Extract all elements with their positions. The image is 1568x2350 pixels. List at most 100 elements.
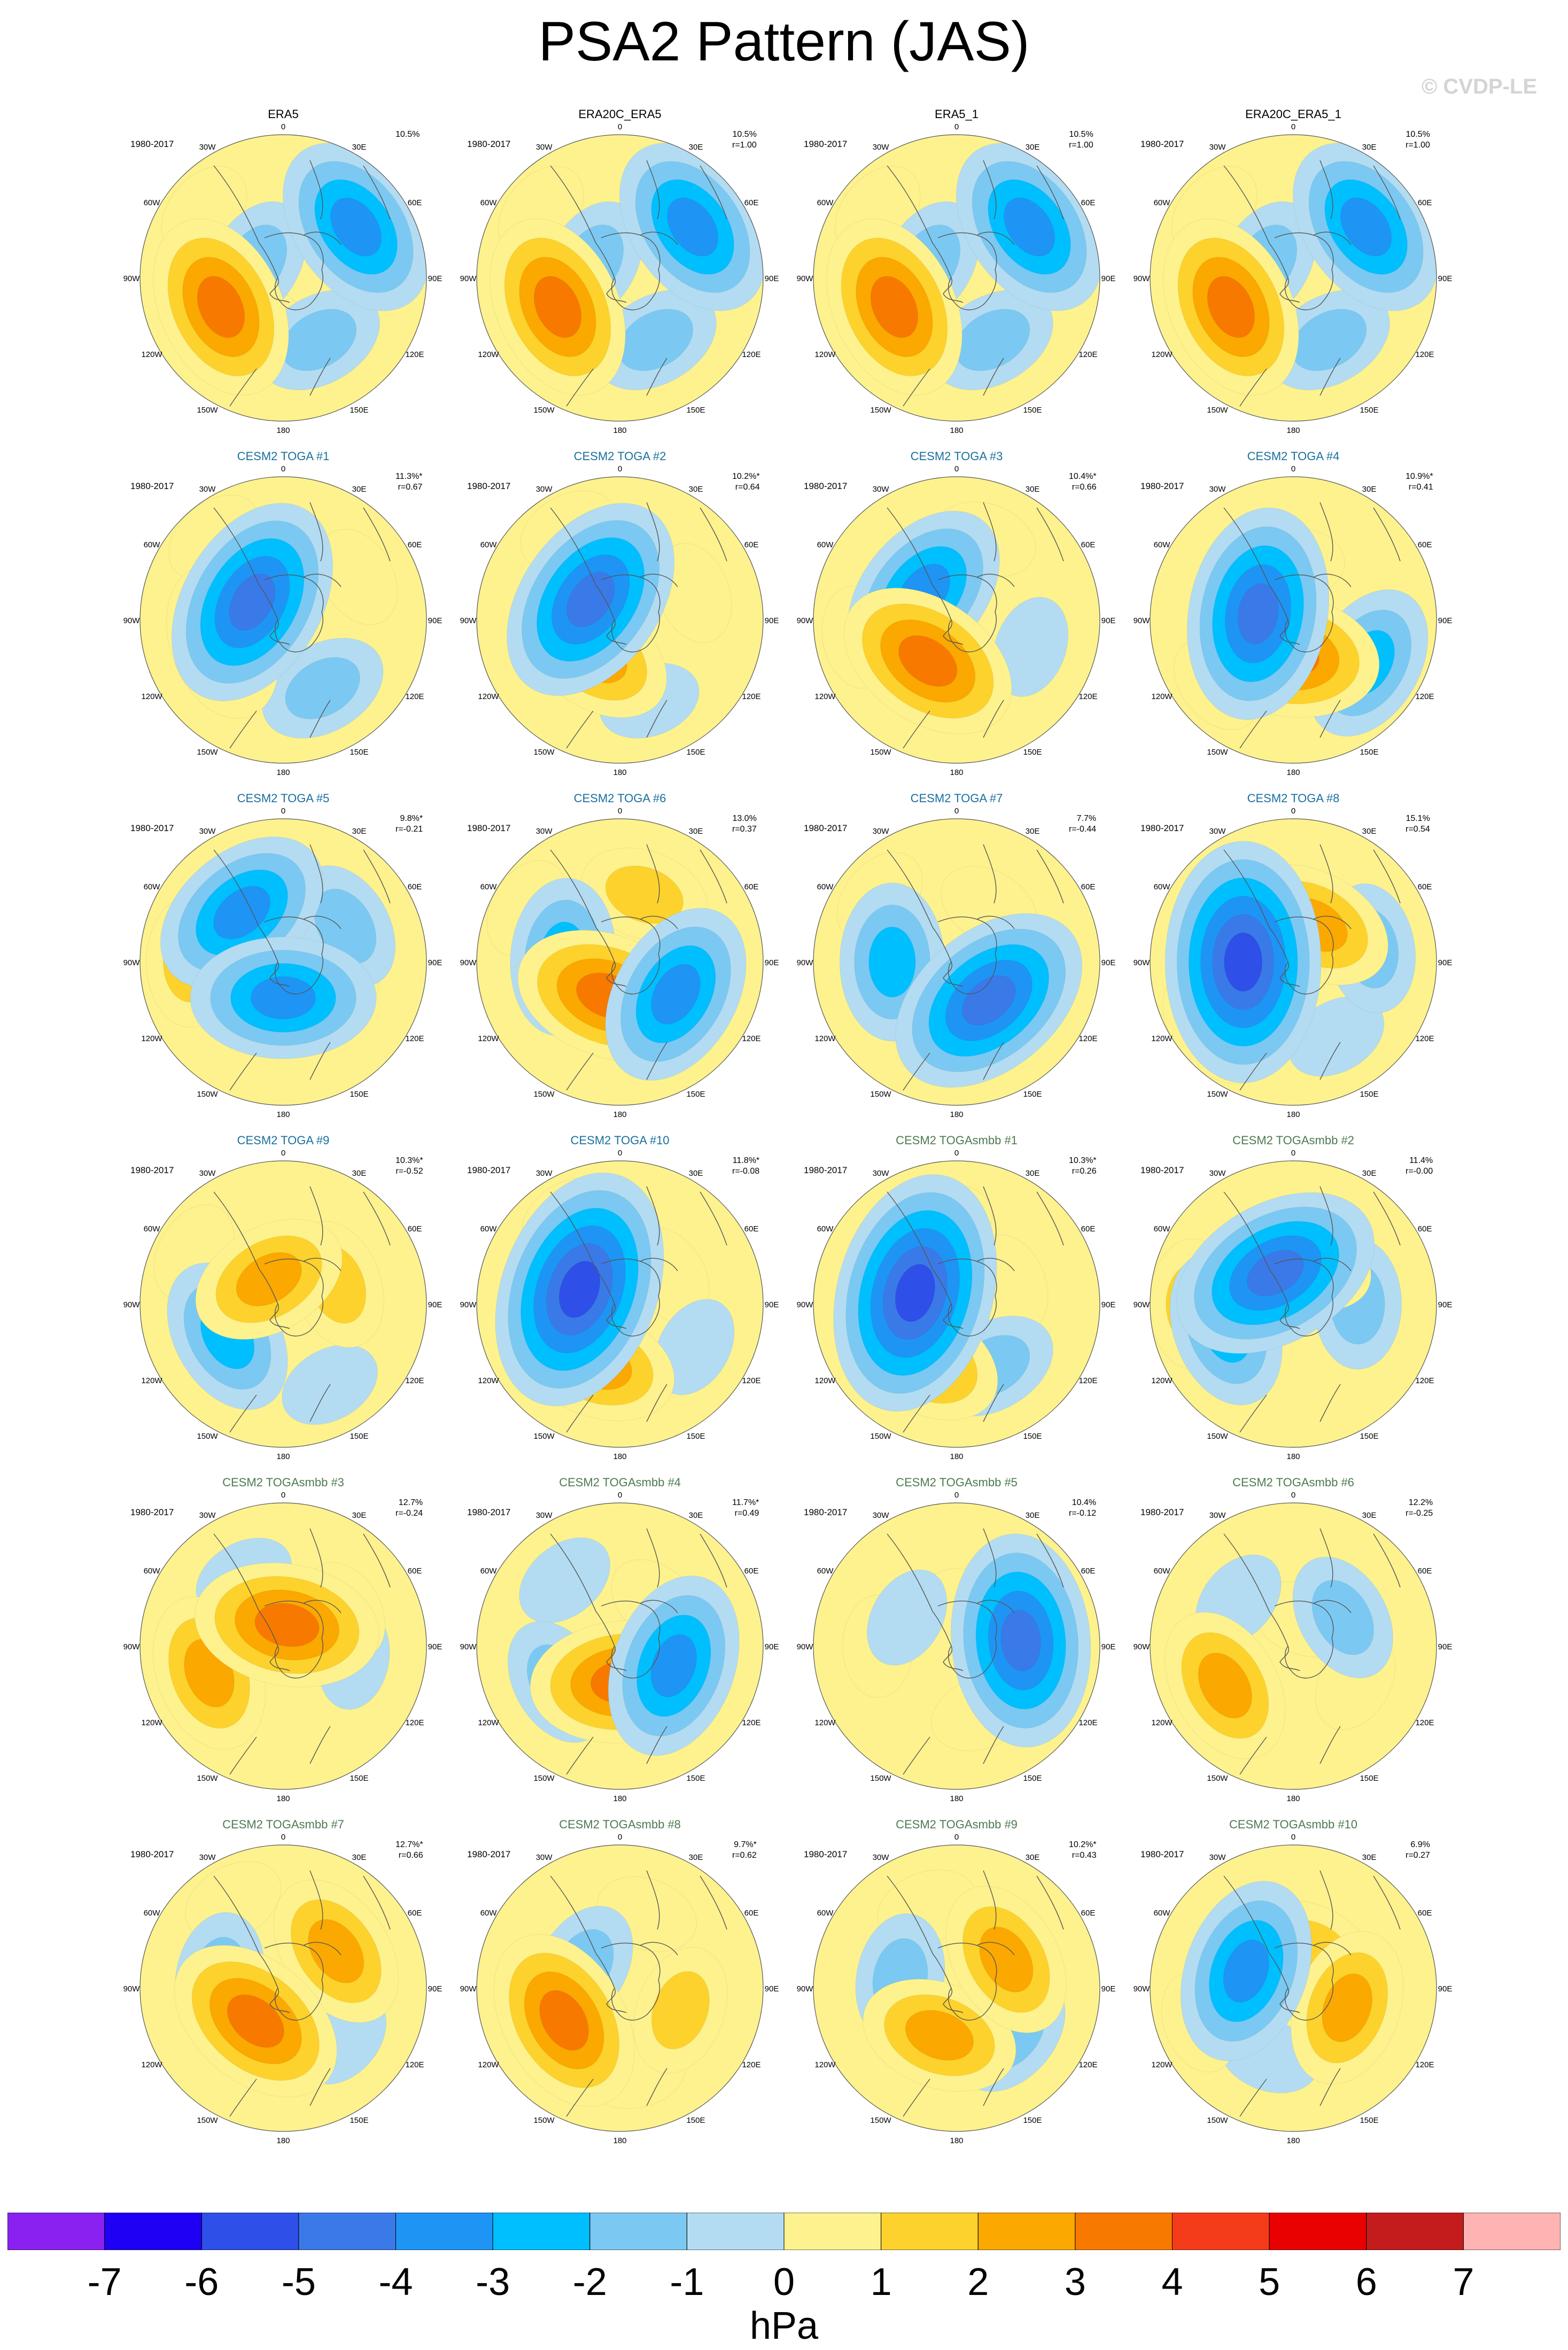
panel-stats: 11.4% r=-0.00 [1406, 1155, 1433, 1177]
map-panel: CESM2 TOGAsmbb #9 1980-2017 10.2%* r=0.43 0 3… [791, 1817, 1122, 2159]
panel-years: 1980-2017 [804, 139, 848, 149]
panel-r: r=-0.24 [395, 1509, 423, 1518]
colorbar-swatch [1075, 2213, 1173, 2250]
longitude-label: 0 [954, 807, 959, 816]
longitude-label: 150W [1207, 406, 1228, 415]
map-border [1150, 476, 1437, 764]
longitude-label: 120E [1415, 1034, 1434, 1043]
longitude-label: 30W [536, 1853, 553, 1862]
longitude-label: 30W [1209, 1853, 1227, 1862]
longitude-label: 150E [350, 748, 368, 757]
panel-stats: 10.4% r=-0.12 [1069, 1498, 1096, 1519]
map-border [1150, 1160, 1437, 1448]
panel-pct: 10.5% [1406, 130, 1430, 139]
longitude-label: 30W [873, 827, 890, 836]
longitude-label: 90W [1134, 1300, 1151, 1309]
longitude-label: 0 [618, 465, 622, 474]
longitude-label: 60E [744, 882, 759, 891]
panel-stats: 11.8%* r=-0.08 [732, 1155, 759, 1177]
longitude-label: 90E [765, 1300, 779, 1309]
panel-pct: 11.8%* [732, 1156, 760, 1165]
map-panel: ERA5 1980-2017 10.5% 0 30E 60E 90E 120E 150E 180 1… [118, 107, 449, 449]
coastlines [213, 1186, 391, 1433]
contour-band [330, 197, 382, 257]
panel-title: ERA20C_ERA5 [578, 107, 662, 121]
longitude-label: 30W [199, 1169, 216, 1178]
panel-title: CESM2 TOGAsmbb #4 [559, 1476, 681, 1489]
coastlines [550, 502, 727, 749]
longitude-label: 60E [408, 882, 422, 891]
coastlines [550, 1186, 727, 1433]
longitude-label: 150W [870, 1774, 891, 1783]
longitude-label: 90E [765, 1642, 779, 1651]
panel-pct: 7.7% [1076, 814, 1097, 823]
map-panel: CESM2 TOGA #4 1980-2017 10.9%* r=0.41 0 30E 60… [1128, 449, 1459, 791]
longitude-label: 150W [1207, 1774, 1228, 1783]
panel-title: CESM2 TOGAsmbb #9 [896, 1818, 1018, 1831]
polar-map: 0 30E 60E 90E 120E 150E 180 150W 120W 90W 60W 30W [1134, 1149, 1453, 1461]
longitude-label: 30W [199, 827, 216, 836]
longitude-label: 60E [1418, 540, 1432, 549]
contour-band [895, 1263, 935, 1322]
colorbar-swatch [395, 2213, 493, 2250]
map-panel: CESM2 TOGAsmbb #6 1980-2017 12.2% r=-0.25 0 3… [1128, 1475, 1459, 1817]
polar-map: 0 30E 60E 90E 120E 150E 180 150W 120W 90W 60W 30W [1134, 1833, 1453, 2145]
panel-years: 1980-2017 [467, 1507, 511, 1517]
colorbar-tick-label: 0 [773, 2261, 795, 2304]
panel-pct: 6.9% [1410, 1840, 1430, 1849]
longitude-label: 180 [1286, 1452, 1300, 1461]
contour-band [1004, 197, 1055, 257]
contour-band [229, 573, 276, 631]
coastlines [213, 1870, 391, 2117]
longitude-label: 30W [536, 1169, 553, 1178]
longitude-label: 30W [873, 1511, 890, 1520]
longitude-label: 150E [1023, 748, 1042, 757]
map-panel: CESM2 TOGAsmbb #10 1980-2017 6.9% r=0.27 0 30… [1128, 1817, 1459, 2159]
positive-anomaly [843, 587, 1012, 735]
longitude-label: 120E [742, 1376, 760, 1385]
coastlines [1223, 1528, 1401, 1775]
longitude-label: 90E [1438, 958, 1453, 967]
longitude-label: 30E [1026, 1853, 1040, 1862]
longitude-label: 150E [1360, 2116, 1378, 2125]
coastlines [213, 502, 391, 749]
polar-map: 0 30E 60E 90E 120E 150E 180 150W 120W 90W 60W 30W [797, 1833, 1116, 2145]
panel-years: 1980-2017 [804, 1507, 848, 1517]
longitude-label: 60W [144, 198, 161, 207]
negative-anomaly [1165, 841, 1322, 1083]
positive-anomaly [826, 218, 962, 395]
map-border [1150, 1502, 1437, 1790]
longitude-label: 120E [1078, 350, 1097, 359]
contour-band [213, 886, 270, 940]
panel-title: CESM2 TOGA #5 [237, 792, 330, 805]
longitude-label: 180 [1286, 1794, 1300, 1803]
longitude-label: 180 [613, 2136, 626, 2145]
panel-years: 1980-2017 [804, 481, 848, 491]
polar-map: 0 30E 60E 90E 120E 150E 180 150W 120W 90W 60W 30W [797, 465, 1116, 777]
longitude-label: 150E [686, 406, 705, 415]
longitude-label: 0 [954, 465, 959, 474]
panel-pct: 12.2% [1408, 1498, 1433, 1507]
map-panel: CESM2 TOGA #9 1980-2017 10.3%* r=-0.52 0 30E 6… [118, 1133, 449, 1475]
longitude-label: 60E [1418, 1909, 1432, 1918]
panel-pct: 10.3%* [395, 1156, 423, 1165]
longitude-label: 60W [480, 1566, 498, 1576]
longitude-label: 90E [428, 958, 443, 967]
longitude-label: 150W [1207, 1432, 1228, 1441]
panel-pct: 12.7% [398, 1498, 423, 1507]
map-panel: CESM2 TOGAsmbb #3 1980-2017 12.7% r=-0.24 0 3… [118, 1475, 449, 1817]
contour-band [898, 635, 958, 687]
colorbar-swatch [977, 2213, 1076, 2250]
colorbar-swatch [1463, 2213, 1561, 2250]
longitude-label: 0 [281, 1491, 285, 1500]
longitude-label: 120W [478, 692, 499, 701]
panel-title: CESM2 TOGAsmbb #2 [1232, 1134, 1354, 1147]
contour-band [1198, 1653, 1252, 1719]
contour-band [867, 1569, 948, 1666]
longitude-label: 150E [1023, 1090, 1042, 1099]
positive-anomaly [153, 218, 289, 395]
longitude-label: 120W [1151, 1376, 1173, 1385]
positive-anomaly [1163, 218, 1299, 395]
contour-band [1224, 932, 1263, 992]
contour-band [1207, 276, 1255, 338]
